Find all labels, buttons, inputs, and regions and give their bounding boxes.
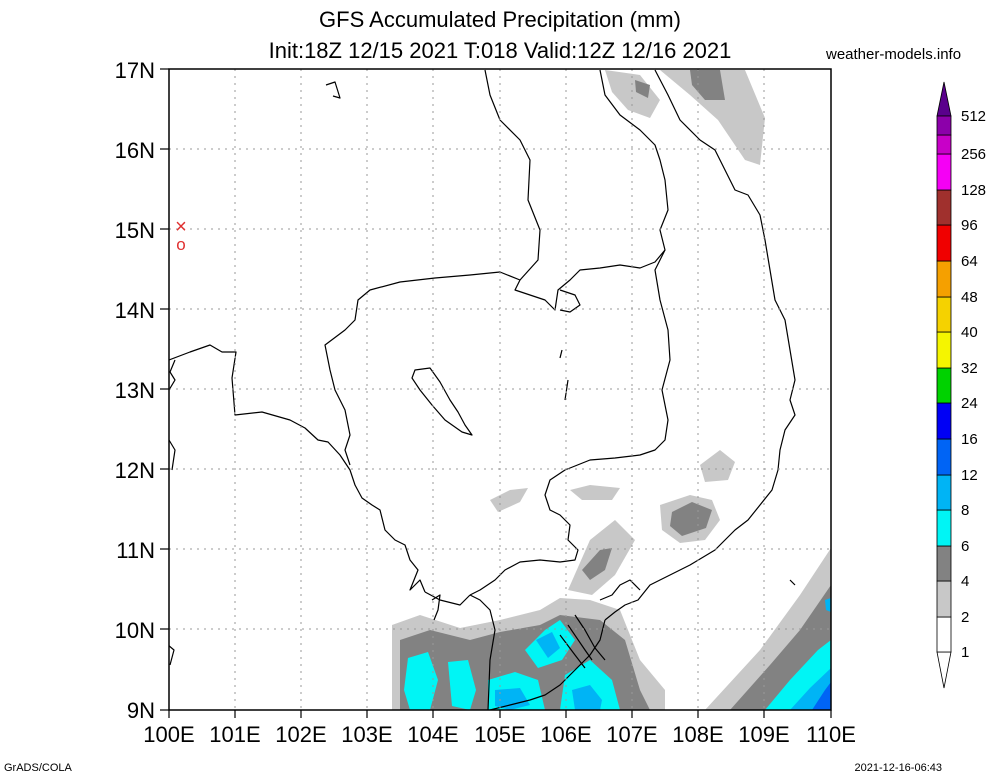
colorbar-label: 12	[961, 467, 978, 484]
lat-label: 12N	[115, 458, 155, 483]
footer-grads: GrADS/COLA	[4, 762, 72, 774]
colorbar-top-arrow	[936, 81, 952, 117]
colorbar-swatch	[936, 224, 952, 262]
lon-label: 102E	[275, 722, 326, 747]
lat-label: 17N	[115, 58, 155, 83]
map-subtitle: Init:18Z 12/15 2021 T:018 Valid:12Z 12/1…	[268, 38, 732, 63]
lon-label: 108E	[672, 722, 723, 747]
colorbar-label: 512	[961, 108, 986, 125]
colorbar-swatch	[936, 153, 952, 191]
lon-label: 103E	[341, 722, 392, 747]
footer-timestamp: 2021-12-16-06:43	[854, 762, 942, 774]
axis-ticks	[160, 68, 832, 718]
lon-label: 105E	[474, 722, 525, 747]
lon-label: 100E	[143, 722, 194, 747]
lat-label: 15N	[115, 218, 155, 243]
colorbar-swatch	[936, 438, 952, 476]
colorbar-label: 16	[961, 431, 978, 448]
colorbar-swatch	[936, 402, 952, 440]
map-title: GFS Accumulated Precipitation (mm)	[319, 7, 681, 32]
lat-labels: 17N 16N 15N 14N 13N 12N 11N 10N 9N	[115, 58, 155, 723]
colorbar-swatch	[936, 189, 952, 226]
lat-label: 16N	[115, 138, 155, 163]
lon-label: 110E	[806, 722, 856, 747]
lon-label: 101E	[209, 722, 260, 747]
colorbar-label: 4	[961, 573, 969, 590]
colorbar-label: 24	[961, 395, 978, 412]
station-o-marker: o	[176, 235, 185, 254]
colorbar-label: 32	[961, 360, 978, 377]
colorbar-label: 6	[961, 538, 969, 555]
lat-label: 11N	[116, 538, 155, 563]
colorbar-swatch	[936, 580, 952, 618]
lon-label: 109E	[738, 722, 789, 747]
colorbar	[936, 81, 952, 689]
colorbar-swatch	[936, 367, 952, 404]
site-credit: weather-models.info	[826, 46, 962, 63]
lat-label: 14N	[115, 298, 155, 323]
colorbar-label: 8	[961, 502, 969, 519]
colorbar-label: 2	[961, 609, 969, 626]
station-x-marker: ×	[175, 216, 187, 238]
colorbar-swatch	[936, 260, 952, 298]
colorbar-label: 128	[961, 182, 986, 199]
graticule	[169, 69, 831, 710]
lon-label: 104E	[407, 722, 458, 747]
precip-8mm-layer	[812, 682, 831, 710]
colorbar-label: 48	[961, 289, 978, 306]
colorbar-label: 40	[961, 324, 978, 341]
colorbar-swatch	[936, 115, 952, 136]
colorbar-swatch	[936, 331, 952, 369]
lat-label: 10N	[115, 618, 155, 643]
lat-label: 9N	[127, 698, 155, 723]
lon-label: 107E	[606, 722, 657, 747]
colorbar-swatch	[936, 509, 952, 547]
colorbar-bottom-arrow	[936, 651, 952, 689]
colorbar-label: 96	[961, 217, 978, 234]
colorbar-label: 64	[961, 253, 978, 270]
colorbar-swatch	[936, 545, 952, 582]
colorbar-swatch	[936, 474, 952, 511]
lon-label: 106E	[540, 722, 591, 747]
colorbar-label: 256	[961, 146, 986, 163]
lon-labels: 100E 101E 102E 103E 104E 105E 106E 107E …	[143, 722, 856, 747]
colorbar-swatch	[936, 134, 952, 155]
lat-label: 13N	[115, 378, 155, 403]
colorbar-label: 1	[961, 644, 969, 661]
colorbar-labels: 1 2 4 6 8 12 16 24 32 40 48 64 96 128 25…	[961, 108, 986, 661]
colorbar-swatch	[936, 616, 952, 653]
colorbar-swatch	[936, 296, 952, 333]
